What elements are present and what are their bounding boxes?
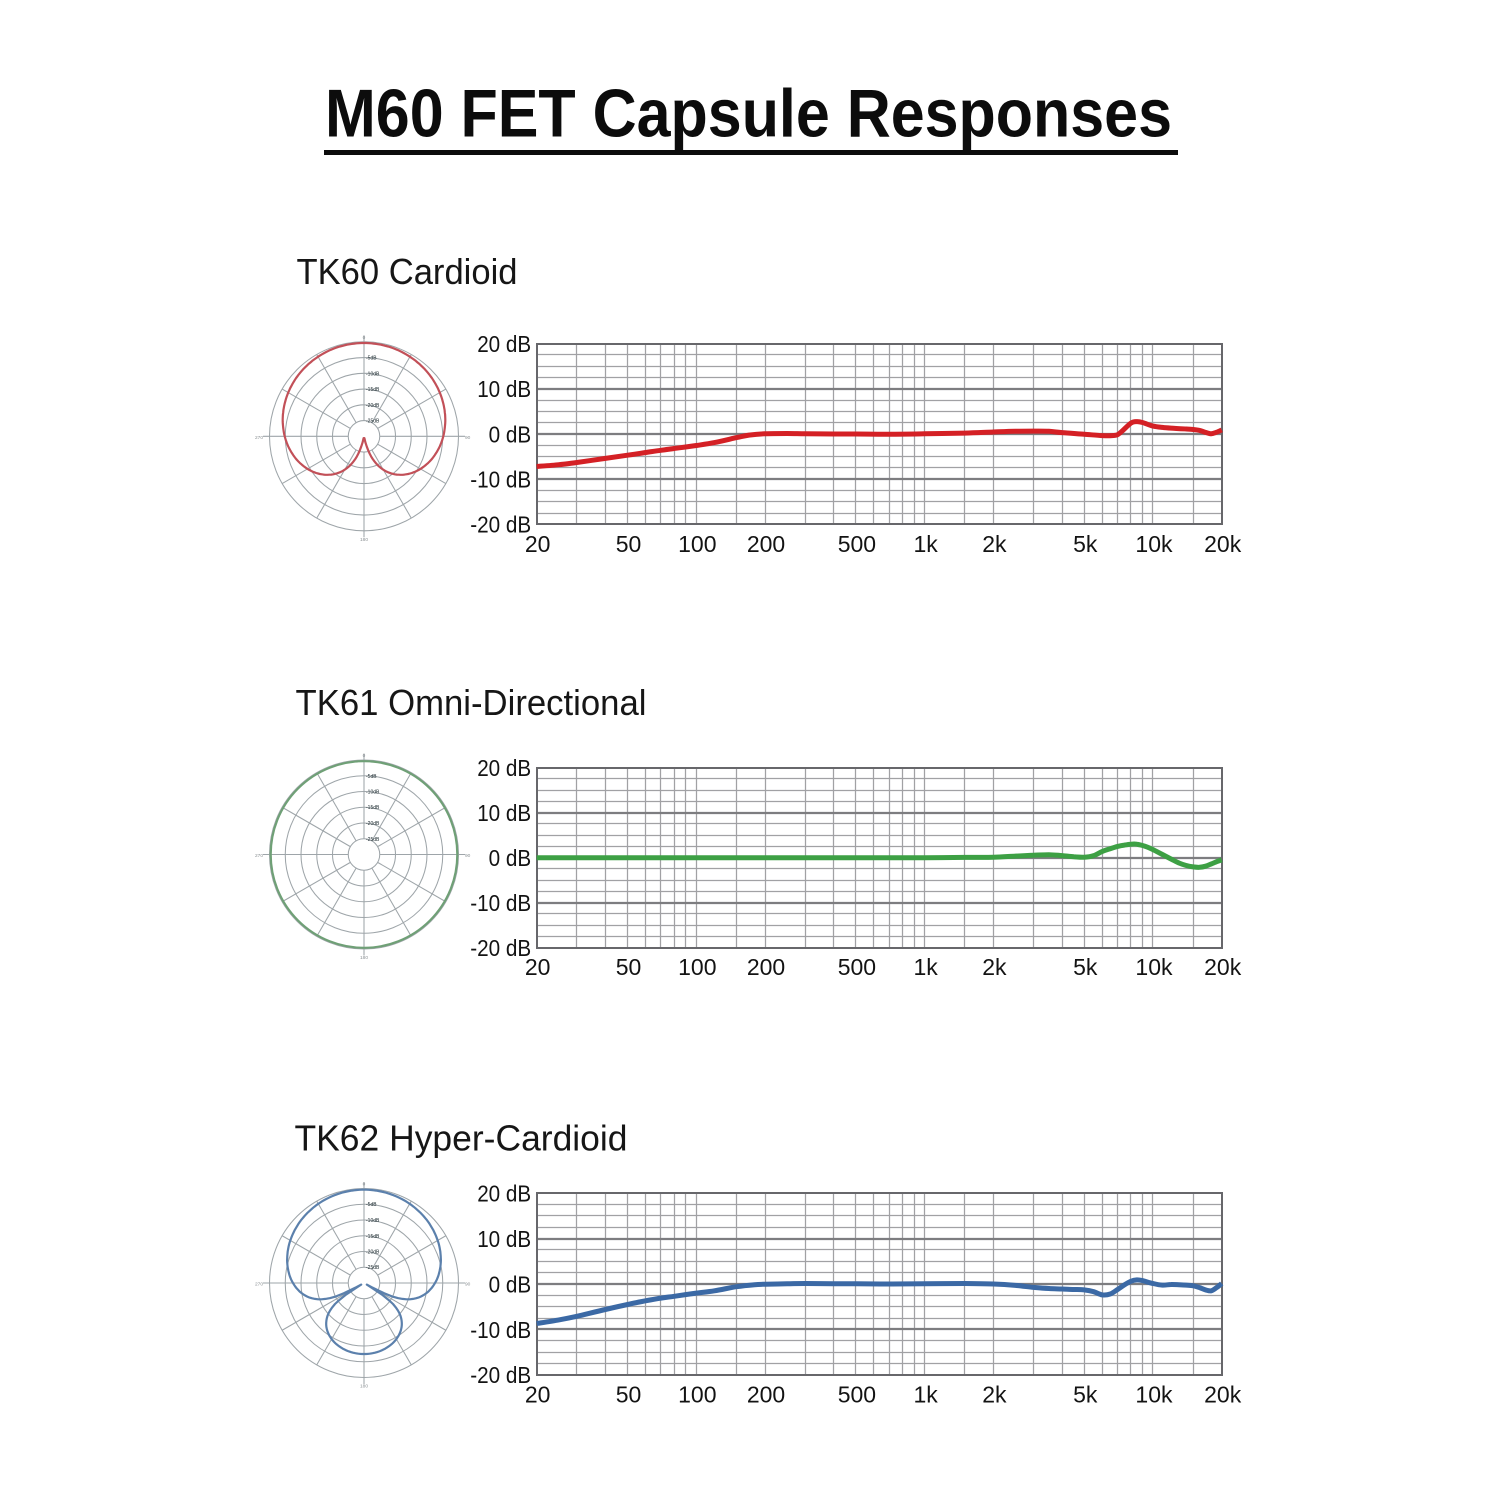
svg-text:20 dB: 20 dB bbox=[477, 331, 531, 357]
svg-text:1k: 1k bbox=[913, 531, 938, 557]
svg-text:90: 90 bbox=[465, 1282, 471, 1288]
svg-text:20: 20 bbox=[525, 531, 551, 557]
svg-text:-5dB: -5dB bbox=[366, 774, 377, 780]
svg-text:270: 270 bbox=[255, 853, 263, 859]
svg-text:1k: 1k bbox=[913, 1381, 938, 1407]
svg-text:-20dB: -20dB bbox=[366, 1250, 380, 1256]
svg-text:0: 0 bbox=[363, 335, 366, 341]
svg-text:-20dB: -20dB bbox=[366, 821, 380, 827]
svg-text:-20 dB: -20 dB bbox=[470, 1362, 531, 1388]
svg-text:200: 200 bbox=[747, 954, 785, 980]
svg-text:180: 180 bbox=[360, 537, 368, 543]
svg-text:-5dB: -5dB bbox=[366, 1202, 377, 1208]
svg-text:50: 50 bbox=[616, 954, 642, 980]
svg-text:5k: 5k bbox=[1073, 1381, 1098, 1407]
svg-text:10 dB: 10 dB bbox=[477, 800, 531, 826]
svg-text:50: 50 bbox=[616, 1381, 642, 1407]
svg-text:200: 200 bbox=[747, 531, 785, 557]
svg-text:0 dB: 0 dB bbox=[489, 1271, 532, 1297]
svg-text:5k: 5k bbox=[1073, 954, 1098, 980]
svg-text:50: 50 bbox=[616, 531, 642, 557]
svg-text:90: 90 bbox=[465, 853, 471, 859]
svg-text:90: 90 bbox=[465, 435, 471, 441]
svg-text:-10dB: -10dB bbox=[366, 371, 380, 377]
svg-text:20 dB: 20 dB bbox=[477, 1180, 531, 1206]
svg-text:-10 dB: -10 dB bbox=[470, 467, 531, 493]
svg-text:-20 dB: -20 dB bbox=[470, 935, 531, 961]
svg-text:-10dB: -10dB bbox=[366, 1218, 380, 1224]
svg-text:-10dB: -10dB bbox=[366, 790, 380, 796]
svg-text:-20dB: -20dB bbox=[366, 403, 380, 409]
svg-text:-10 dB: -10 dB bbox=[470, 1317, 531, 1343]
svg-text:TK60 Cardioid: TK60 Cardioid bbox=[297, 251, 518, 292]
svg-text:10 dB: 10 dB bbox=[477, 376, 531, 402]
svg-text:2k: 2k bbox=[982, 531, 1007, 557]
svg-text:200: 200 bbox=[747, 1381, 785, 1407]
svg-text:5k: 5k bbox=[1073, 531, 1098, 557]
svg-text:10 dB: 10 dB bbox=[477, 1226, 531, 1252]
svg-text:10k: 10k bbox=[1135, 954, 1173, 980]
svg-text:0: 0 bbox=[363, 753, 366, 759]
svg-text:1k: 1k bbox=[913, 954, 938, 980]
svg-text:2k: 2k bbox=[982, 1381, 1007, 1407]
svg-text:-15dB: -15dB bbox=[366, 1234, 380, 1240]
svg-text:TK62 Hyper-Cardioid: TK62 Hyper-Cardioid bbox=[295, 1118, 628, 1159]
svg-text:20k: 20k bbox=[1204, 954, 1242, 980]
svg-text:10k: 10k bbox=[1135, 1381, 1173, 1407]
svg-text:270: 270 bbox=[255, 1282, 263, 1288]
svg-text:20: 20 bbox=[525, 954, 551, 980]
svg-text:0 dB: 0 dB bbox=[489, 421, 532, 447]
svg-text:20k: 20k bbox=[1204, 1381, 1242, 1407]
svg-text:-5dB: -5dB bbox=[366, 356, 377, 362]
svg-text:500: 500 bbox=[838, 954, 876, 980]
svg-text:100: 100 bbox=[678, 531, 716, 557]
svg-text:180: 180 bbox=[360, 1384, 368, 1390]
svg-text:20 dB: 20 dB bbox=[477, 755, 531, 781]
svg-text:TK61 Omni-Directional: TK61 Omni-Directional bbox=[296, 682, 647, 723]
svg-text:-20 dB: -20 dB bbox=[470, 512, 531, 538]
svg-text:2k: 2k bbox=[982, 954, 1007, 980]
svg-text:100: 100 bbox=[678, 1381, 716, 1407]
svg-text:-15dB: -15dB bbox=[366, 387, 380, 393]
svg-text:180: 180 bbox=[360, 955, 368, 961]
svg-text:M60 FET Capsule Responses: M60 FET Capsule Responses bbox=[325, 77, 1172, 152]
svg-text:20: 20 bbox=[525, 1381, 551, 1407]
svg-text:20k: 20k bbox=[1204, 531, 1242, 557]
svg-text:270: 270 bbox=[255, 435, 263, 441]
svg-text:0 dB: 0 dB bbox=[489, 845, 532, 871]
svg-text:-10 dB: -10 dB bbox=[470, 890, 531, 916]
svg-text:0: 0 bbox=[363, 1182, 366, 1188]
svg-text:10k: 10k bbox=[1135, 531, 1173, 557]
svg-text:500: 500 bbox=[838, 531, 876, 557]
svg-text:-25dB: -25dB bbox=[366, 837, 380, 843]
svg-text:500: 500 bbox=[838, 1381, 876, 1407]
svg-text:-25dB: -25dB bbox=[366, 419, 380, 425]
svg-text:-25dB: -25dB bbox=[366, 1265, 380, 1271]
svg-text:100: 100 bbox=[678, 954, 716, 980]
svg-text:-15dB: -15dB bbox=[366, 805, 380, 811]
